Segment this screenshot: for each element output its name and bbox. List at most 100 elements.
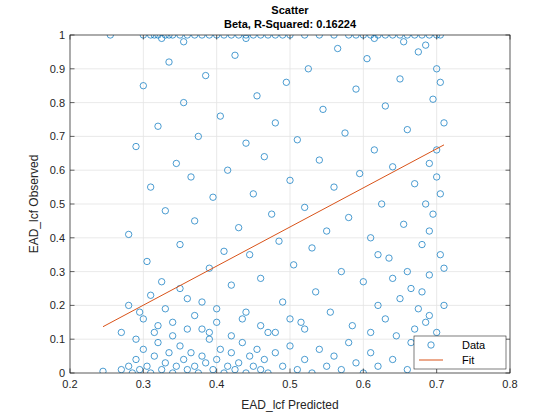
scatter-point <box>294 137 300 143</box>
scatter-point <box>228 282 234 288</box>
legend-box <box>414 336 506 369</box>
scatter-point <box>419 289 425 295</box>
scatter-point <box>323 363 329 369</box>
y-tick <box>70 305 75 306</box>
scatter-point <box>353 360 359 366</box>
plot-area <box>70 35 510 373</box>
scatter-point <box>162 208 168 214</box>
x-tick-label: 0.3 <box>136 378 151 390</box>
scatter-point <box>243 35 249 41</box>
scatter-point <box>213 356 219 362</box>
scatter-point <box>422 319 428 325</box>
scatter-point <box>235 224 241 230</box>
scatter-point <box>316 346 322 352</box>
scatter-point <box>213 319 219 325</box>
scatter-point <box>433 66 439 72</box>
scatter-point <box>301 326 307 332</box>
grid-line-y <box>70 102 510 103</box>
chart-container: 0.20.30.40.50.60.70.800.10.20.30.40.50.6… <box>0 0 560 420</box>
scatter-point <box>158 279 164 285</box>
scatter-point <box>334 45 340 51</box>
scatter-point <box>426 35 432 38</box>
scatter-point <box>184 295 190 301</box>
scatter-point <box>217 346 223 352</box>
scatter-point <box>397 76 403 82</box>
y-tick <box>70 68 75 69</box>
scatter-point <box>169 319 175 325</box>
scatter-point <box>173 160 179 166</box>
scatter-point <box>356 170 362 176</box>
y-tick-right <box>506 170 511 171</box>
scatter-point <box>246 252 252 258</box>
grid-line-y <box>70 68 510 69</box>
x-tick <box>510 369 511 374</box>
scatter-point <box>232 366 238 372</box>
scatter-point <box>283 79 289 85</box>
background <box>0 0 560 420</box>
scatter-point <box>144 258 150 264</box>
scatter-point <box>195 370 201 373</box>
scatter-point <box>210 366 216 372</box>
y-tick <box>70 339 75 340</box>
y-tick <box>70 102 75 103</box>
scatter-point <box>272 35 278 38</box>
x-tick-top <box>436 35 437 40</box>
scatter-point <box>243 309 249 315</box>
scatter-point <box>199 326 205 332</box>
y-axis-label: EAD_lcf Observed <box>27 155 41 254</box>
scatter-point <box>316 35 322 38</box>
scatter-point <box>426 228 432 234</box>
scatter-point <box>133 336 139 342</box>
x-tick-label: 0.6 <box>356 378 371 390</box>
scatter-point <box>151 329 157 335</box>
title: Scatter <box>271 4 309 16</box>
scatter-point <box>202 72 208 78</box>
grid <box>70 35 510 373</box>
scatter-point <box>389 164 395 170</box>
y-tick-label: 0.7 <box>50 130 65 142</box>
y-tick-label: 0.3 <box>50 266 65 278</box>
scatter-point <box>375 252 381 258</box>
scatter-point <box>257 35 263 38</box>
scatter-point <box>184 35 190 38</box>
fit-line <box>103 145 444 327</box>
x-tick <box>363 369 364 374</box>
scatter-point <box>224 363 230 369</box>
scatter-point <box>243 370 249 373</box>
scatter-point <box>100 368 106 373</box>
scatter-point <box>228 35 234 38</box>
scatter-point <box>441 120 447 126</box>
scatter-point <box>331 184 337 190</box>
scatter-point <box>422 201 428 207</box>
scatter-point <box>166 59 172 65</box>
scatter-point <box>140 83 146 89</box>
y-tick-right <box>506 271 511 272</box>
scatter-point <box>433 329 439 335</box>
scatter-point <box>437 252 443 258</box>
scatter-point <box>386 255 392 261</box>
scatter-point <box>279 363 285 369</box>
scatter-point <box>349 322 355 328</box>
scatter-point <box>265 329 271 335</box>
scatter-point <box>397 295 403 301</box>
scatter-point <box>353 86 359 92</box>
scatter-point <box>320 106 326 112</box>
scatter-point <box>199 299 205 305</box>
scatter-point <box>360 279 366 285</box>
y-tick-label: 0.9 <box>50 63 65 75</box>
scatter-point <box>408 339 414 345</box>
scatter-point <box>206 35 212 38</box>
scatter-point <box>224 167 230 173</box>
scatter-point <box>191 35 197 38</box>
scatter-point <box>243 140 249 146</box>
scatter-point <box>177 343 183 349</box>
scatter-point <box>422 42 428 48</box>
scatter-point <box>125 363 131 369</box>
scatter-point <box>235 35 241 38</box>
legend-label: Fit <box>462 354 474 366</box>
x-tick-label: 0.4 <box>209 378 224 390</box>
scatter-point <box>426 272 432 278</box>
scatter-point <box>136 309 142 315</box>
legend: DataFit <box>414 336 506 369</box>
y-tick-right <box>506 305 511 306</box>
